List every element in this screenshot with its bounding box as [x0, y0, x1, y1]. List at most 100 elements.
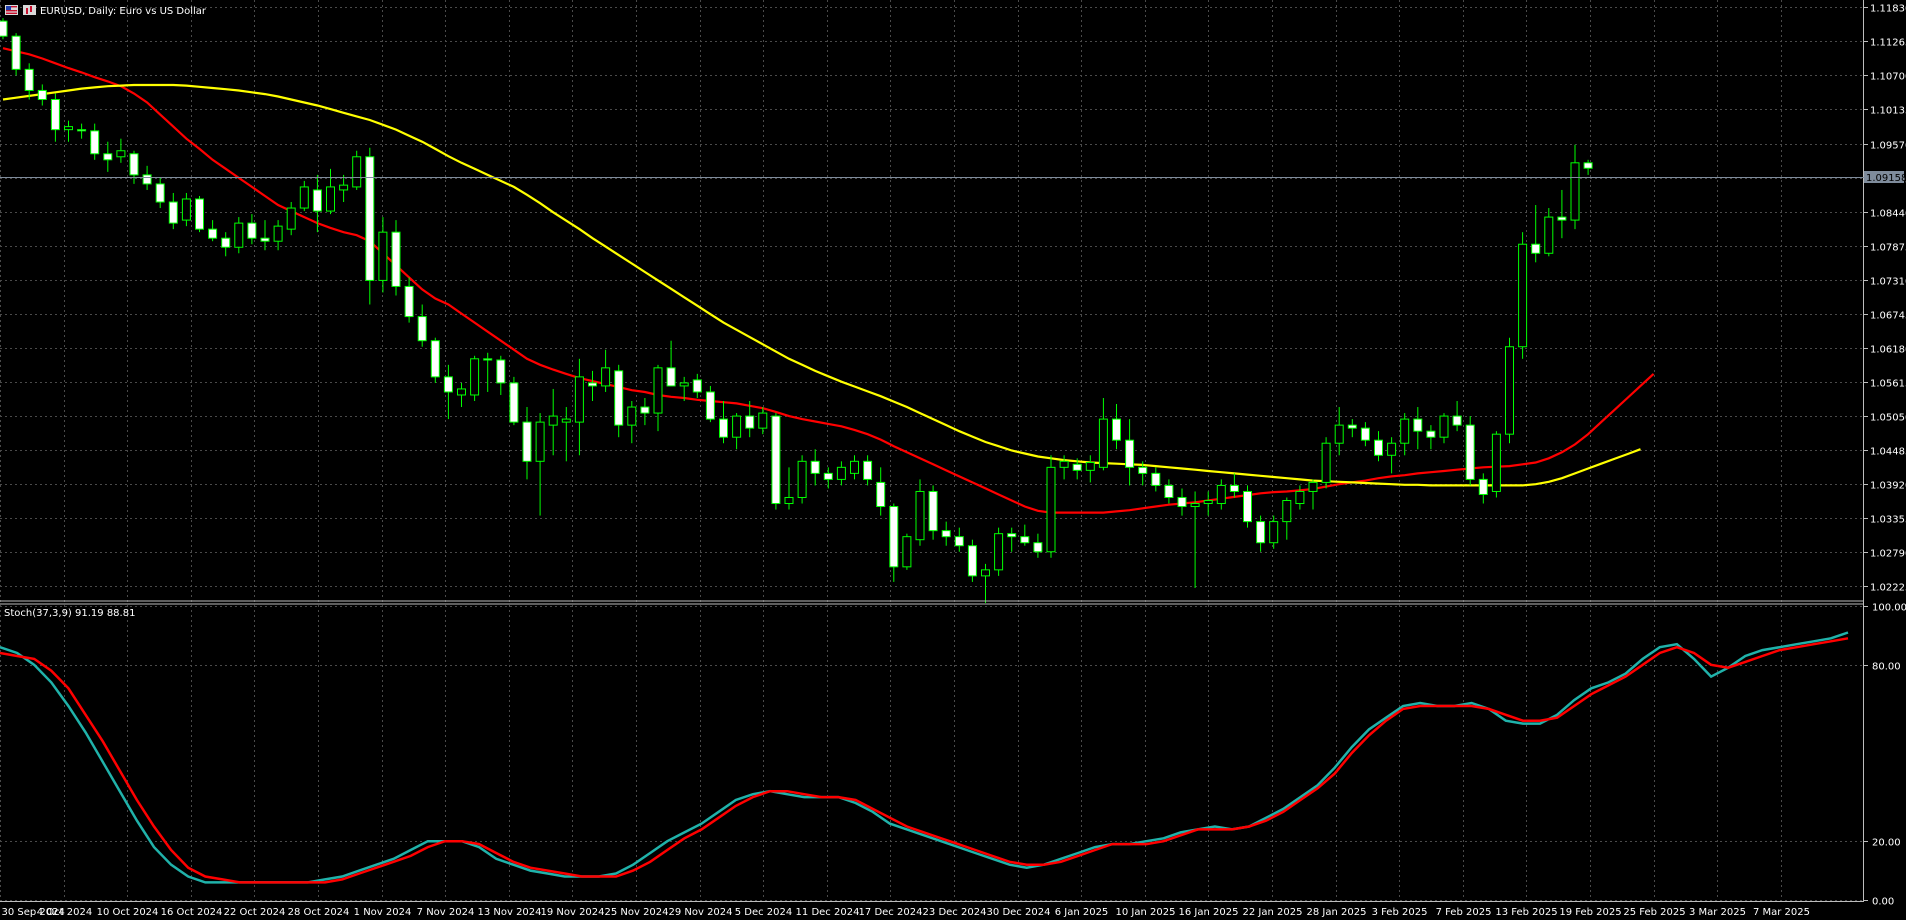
- candle[interactable]: [679, 376, 689, 402]
- candle[interactable]: [692, 373, 702, 398]
- candle[interactable]: [1138, 461, 1148, 486]
- candle[interactable]: [286, 202, 296, 236]
- candle[interactable]: [168, 192, 178, 230]
- candle[interactable]: [1112, 404, 1121, 450]
- candle[interactable]: [483, 352, 493, 392]
- candle[interactable]: [195, 195, 204, 233]
- candle[interactable]: [77, 123, 87, 139]
- candle[interactable]: [666, 340, 676, 387]
- candle[interactable]: [1360, 422, 1370, 447]
- candle[interactable]: [116, 138, 126, 163]
- candle[interactable]: [1452, 401, 1462, 432]
- candle[interactable]: [941, 521, 951, 546]
- candle[interactable]: [208, 220, 218, 242]
- candle[interactable]: [1413, 407, 1423, 450]
- candle[interactable]: [1007, 527, 1017, 552]
- candle[interactable]: [129, 150, 139, 184]
- candle[interactable]: [1125, 419, 1135, 486]
- candle[interactable]: [732, 413, 742, 450]
- candle[interactable]: [1570, 144, 1580, 230]
- candle[interactable]: [1229, 473, 1239, 498]
- candle[interactable]: [1478, 473, 1488, 504]
- candle[interactable]: [247, 214, 257, 245]
- candle[interactable]: [1033, 533, 1043, 558]
- candle[interactable]: [1426, 425, 1436, 450]
- candle[interactable]: [1046, 455, 1056, 558]
- candle[interactable]: [601, 349, 611, 392]
- candle[interactable]: [1098, 397, 1108, 471]
- candle[interactable]: [928, 485, 938, 540]
- candle[interactable]: [719, 401, 728, 444]
- candle[interactable]: [181, 192, 191, 227]
- candle[interactable]: [457, 382, 466, 408]
- candle[interactable]: [1557, 189, 1567, 239]
- candle[interactable]: [745, 401, 755, 438]
- candle[interactable]: [221, 232, 231, 257]
- candle[interactable]: [1505, 337, 1514, 444]
- candle[interactable]: [378, 217, 388, 293]
- candle[interactable]: [784, 467, 794, 510]
- candle[interactable]: [1439, 413, 1449, 444]
- candle[interactable]: [1387, 437, 1397, 474]
- candle[interactable]: [627, 401, 637, 444]
- candle[interactable]: [561, 407, 571, 462]
- candle[interactable]: [0, 18, 8, 40]
- candle[interactable]: [1216, 479, 1226, 510]
- candle[interactable]: [430, 337, 440, 383]
- candle[interactable]: [326, 168, 335, 215]
- candle[interactable]: [509, 376, 519, 426]
- candle[interactable]: [339, 174, 349, 203]
- candle[interactable]: [1308, 479, 1318, 510]
- candle[interactable]: [1269, 515, 1279, 549]
- candle[interactable]: [548, 388, 558, 456]
- candlesticks[interactable]: [0, 18, 1593, 604]
- candle[interactable]: [1203, 491, 1213, 516]
- candle[interactable]: [1177, 488, 1187, 516]
- candle[interactable]: [1544, 208, 1554, 257]
- candle[interactable]: [352, 150, 362, 190]
- candle[interactable]: [876, 467, 886, 516]
- candle[interactable]: [915, 479, 925, 546]
- symbol-icon[interactable]: [5, 5, 18, 15]
- candle[interactable]: [994, 527, 1004, 576]
- candle[interactable]: [823, 467, 833, 489]
- candle[interactable]: [404, 277, 414, 323]
- candle[interactable]: [260, 220, 270, 251]
- candle[interactable]: [850, 455, 859, 480]
- candle[interactable]: [902, 533, 912, 570]
- candle[interactable]: [588, 370, 597, 402]
- candle[interactable]: [155, 177, 165, 209]
- candle[interactable]: [1282, 497, 1292, 540]
- candle[interactable]: [954, 527, 964, 552]
- candle[interactable]: [1164, 479, 1174, 504]
- candle[interactable]: [365, 147, 375, 305]
- candle[interactable]: [11, 33, 21, 76]
- candle[interactable]: [1334, 407, 1344, 456]
- candle[interactable]: [522, 407, 532, 480]
- candle[interactable]: [1295, 485, 1305, 510]
- candle[interactable]: [50, 93, 60, 142]
- candle[interactable]: [1531, 205, 1541, 263]
- candle[interactable]: [1256, 515, 1266, 552]
- candle[interactable]: [103, 141, 113, 172]
- candle[interactable]: [535, 413, 545, 516]
- candle[interactable]: [771, 413, 781, 510]
- candle[interactable]: [967, 539, 977, 582]
- candle[interactable]: [496, 355, 506, 395]
- candle[interactable]: [758, 407, 768, 435]
- candle[interactable]: [1020, 524, 1030, 546]
- candle[interactable]: [1465, 416, 1475, 486]
- candle[interactable]: [234, 217, 244, 254]
- candle[interactable]: [1374, 431, 1383, 462]
- candle[interactable]: [981, 563, 990, 604]
- candle[interactable]: [1190, 491, 1200, 588]
- candle[interactable]: [705, 385, 715, 423]
- candle[interactable]: [391, 220, 401, 296]
- chart-type-icon[interactable]: [23, 5, 36, 15]
- candle[interactable]: [653, 364, 663, 432]
- candle[interactable]: [299, 180, 309, 212]
- candle[interactable]: [1085, 455, 1095, 483]
- candle[interactable]: [24, 63, 34, 100]
- candle[interactable]: [1400, 413, 1410, 456]
